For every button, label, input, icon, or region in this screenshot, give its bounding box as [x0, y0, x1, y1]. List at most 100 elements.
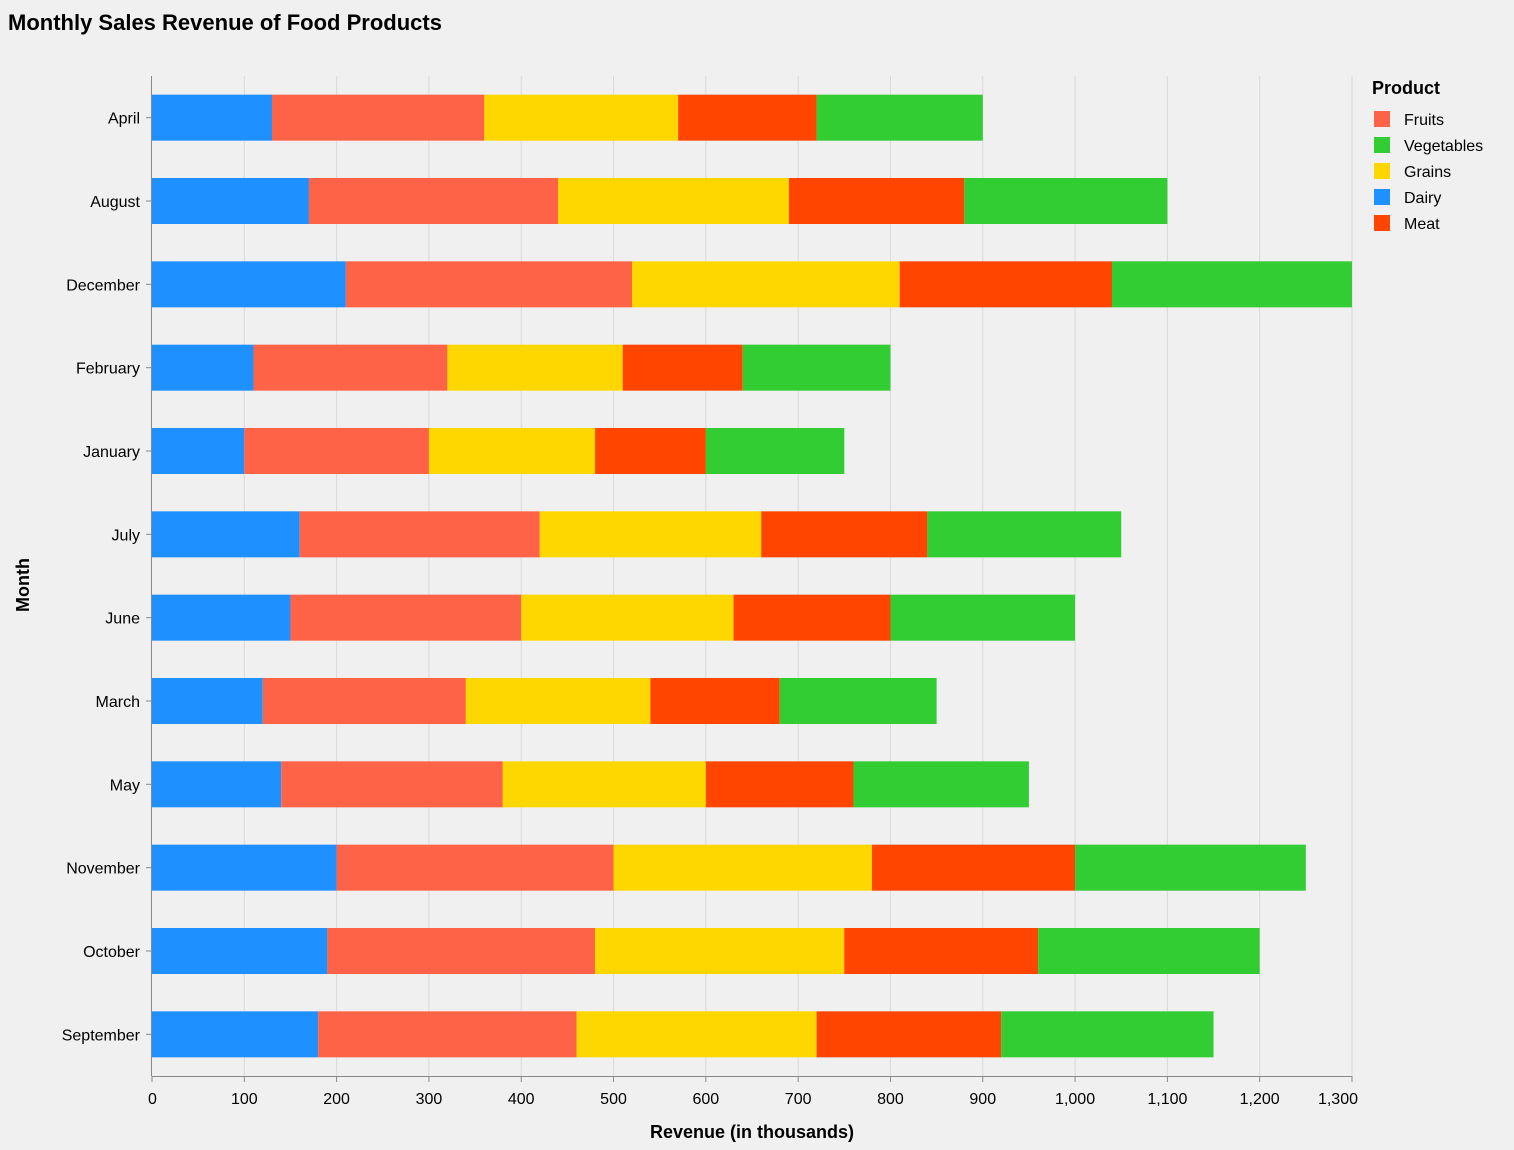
bar-segment-meat-september: [816, 1011, 1002, 1058]
x-tick-label: 1,100: [1147, 1091, 1187, 1108]
y-tick-label: February: [76, 361, 140, 378]
y-tick-label: October: [83, 944, 141, 961]
bar-segment-meat-july: [761, 511, 928, 558]
bar-segment-fruits-january: [244, 428, 429, 474]
bar-segment-dairy-may: [152, 761, 282, 808]
bar-segment-dairy-april: [152, 94, 272, 141]
bar-segment-grains-october: [595, 928, 845, 974]
y-tick-label: June: [105, 611, 140, 628]
bar-segment-dairy-september: [152, 1011, 319, 1058]
legend-swatch-meat: [1374, 215, 1390, 231]
y-tick-label: January: [83, 444, 140, 461]
bar-segment-meat-may: [705, 761, 854, 808]
bar-segment-vegetables-june: [890, 594, 1076, 641]
bar-segment-meat-october: [844, 928, 1039, 974]
y-tick-label: November: [66, 861, 140, 878]
bar-segment-dairy-november: [152, 844, 337, 891]
bar-segment-fruits-august: [308, 178, 559, 224]
bar-segment-grains-july: [539, 511, 762, 558]
bar-segment-dairy-january: [152, 428, 245, 474]
bar-segment-meat-april: [678, 94, 817, 141]
bar-segment-fruits-june: [290, 594, 522, 641]
bar-segment-dairy-june: [152, 594, 291, 641]
bar-segment-grains-april: [484, 94, 679, 141]
x-tick-label: 1,300: [1318, 1091, 1358, 1108]
y-tick-label: March: [96, 694, 140, 711]
y-axis-title: Month: [13, 558, 33, 612]
bar-segment-meat-june: [733, 594, 891, 641]
bar-segment-meat-march: [650, 678, 780, 724]
bar-segment-grains-june: [521, 594, 734, 641]
bar-segment-vegetables-february: [742, 344, 891, 391]
bar-segment-fruits-july: [299, 511, 540, 558]
x-tick-label: 1,200: [1240, 1091, 1280, 1108]
legend-swatch-fruits: [1374, 111, 1390, 127]
bar-segment-vegetables-august: [964, 178, 1168, 224]
bar-segment-grains-january: [428, 428, 596, 474]
bar-segment-grains-may: [502, 761, 706, 808]
bar-segment-fruits-april: [272, 94, 485, 141]
x-tick-label: 600: [692, 1091, 719, 1108]
bar-segment-fruits-february: [253, 344, 448, 391]
bar-segment-fruits-december: [345, 261, 632, 308]
bar-segment-dairy-march: [152, 678, 263, 724]
bar-segment-fruits-november: [336, 844, 614, 891]
bar-segment-grains-february: [447, 344, 623, 391]
x-tick-label: 500: [600, 1091, 627, 1108]
bar-segment-meat-november: [872, 844, 1076, 891]
bar-segment-meat-august: [788, 178, 965, 224]
bar-segment-meat-january: [595, 428, 706, 474]
legend-swatch-grains: [1374, 163, 1390, 179]
bar-segment-vegetables-january: [705, 428, 845, 474]
y-tick-label: September: [62, 1027, 141, 1044]
x-tick-label: 200: [323, 1091, 350, 1108]
axes: 0 100 200 300 400 500 600 700 800 900 1,000 1,100 1,…: [62, 76, 1358, 1108]
bar-segment-grains-march: [465, 678, 651, 724]
x-tick-label: 400: [508, 1091, 535, 1108]
bar-segment-dairy-february: [152, 344, 254, 391]
bar-segment-vegetables-april: [816, 94, 983, 141]
x-tick-label: 100: [231, 1091, 258, 1108]
legend-swatch-vegetables: [1374, 137, 1390, 153]
x-axis-title: Revenue (in thousands): [650, 1122, 854, 1142]
bar-segment-vegetables-october: [1038, 928, 1260, 974]
bar-segment-fruits-may: [281, 761, 503, 808]
bar-segment-fruits-september: [318, 1011, 577, 1058]
bar-segment-grains-september: [576, 1011, 817, 1058]
x-tick-label: 0: [148, 1091, 157, 1108]
bar-segment-fruits-october: [327, 928, 596, 974]
bar-segment-dairy-december: [152, 261, 346, 308]
x-tick-label: 300: [416, 1091, 443, 1108]
grid-lines: [243, 76, 1353, 1076]
legend-title: Product: [1372, 78, 1440, 98]
bars: [152, 94, 1352, 1058]
legend-label-fruits: Fruits: [1404, 112, 1444, 129]
y-tick-label: April: [108, 111, 140, 128]
bar-segment-vegetables-may: [853, 761, 1029, 808]
bar-segment-grains-august: [558, 178, 789, 224]
bar-segment-vegetables-july: [927, 511, 1122, 558]
legend-label-dairy: Dairy: [1404, 190, 1441, 207]
x-tick-label: 900: [969, 1091, 996, 1108]
bar-segment-fruits-march: [262, 678, 466, 724]
bar-segment-vegetables-december: [1112, 261, 1352, 308]
bar-segment-dairy-july: [152, 511, 300, 558]
legend-swatch-dairy: [1374, 189, 1390, 205]
legend: Product Fruits Vegetables Grains Dairy Meat: [1372, 78, 1483, 233]
x-tick-label: 800: [877, 1091, 904, 1108]
bar-segment-vegetables-september: [1001, 1011, 1214, 1058]
bar-segment-dairy-october: [152, 928, 328, 974]
legend-label-meat: Meat: [1404, 216, 1440, 233]
y-tick-label: August: [90, 194, 140, 211]
bar-segment-meat-december: [899, 261, 1112, 308]
legend-label-grains: Grains: [1404, 164, 1451, 181]
x-tick-label: 1,000: [1055, 1091, 1095, 1108]
bar-segment-meat-february: [622, 344, 743, 391]
bar-segment-vegetables-november: [1075, 844, 1306, 891]
chart-title: Monthly Sales Revenue of Food Products: [8, 10, 442, 35]
bar-segment-grains-november: [613, 844, 872, 891]
bar-segment-grains-december: [632, 261, 900, 308]
y-tick-label: December: [66, 277, 140, 294]
y-tick-label: July: [112, 527, 140, 544]
